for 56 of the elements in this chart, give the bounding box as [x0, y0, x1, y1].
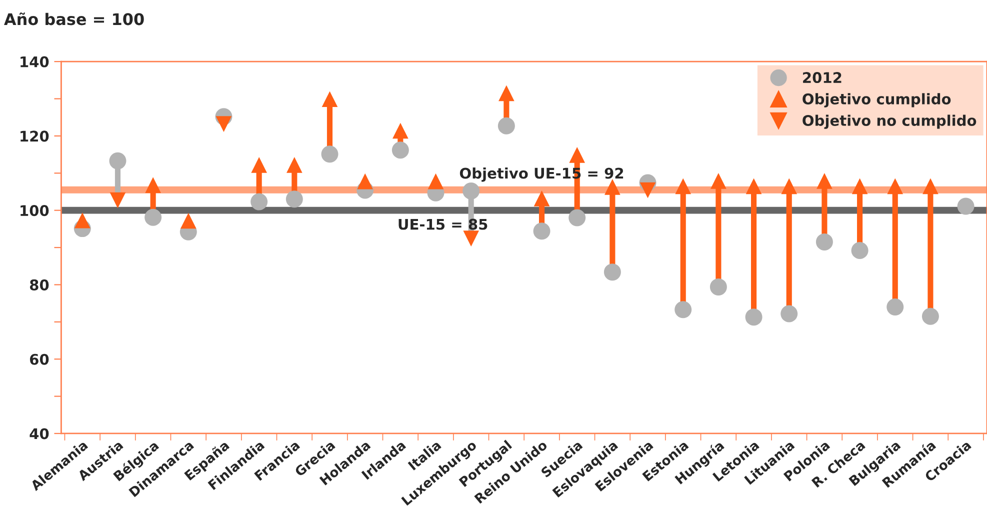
point: [887, 178, 904, 194]
point: [781, 178, 798, 194]
point: [321, 146, 338, 163]
y-tick-label: 120: [20, 130, 49, 142]
point: [144, 208, 162, 226]
annotation: UE-15 = 85: [398, 218, 488, 230]
point: [816, 173, 832, 189]
point: [569, 146, 586, 163]
point: [74, 212, 90, 228]
y-tick-label: 100: [20, 205, 49, 216]
point: [674, 301, 692, 318]
point: [780, 305, 798, 322]
point: [675, 178, 692, 194]
legend-label: Objetivo no cumplido: [802, 114, 976, 129]
point: [357, 173, 374, 190]
point: [251, 157, 267, 173]
y-tick-label: 40: [30, 428, 49, 440]
y-tick-label: 140: [20, 56, 49, 68]
point: [746, 178, 762, 194]
point: [533, 222, 550, 240]
point: [816, 233, 833, 250]
point: [922, 308, 939, 325]
chart-title: Año base = 100: [4, 12, 144, 26]
point: [745, 308, 762, 326]
point: [145, 177, 161, 193]
point: [640, 182, 656, 198]
point: [286, 157, 302, 173]
point: [216, 116, 232, 132]
point: [428, 173, 444, 190]
point: [534, 190, 550, 206]
point: [604, 178, 620, 195]
point: [498, 85, 514, 102]
point: [109, 152, 126, 170]
point: [710, 278, 727, 296]
point: [957, 198, 974, 215]
y-tick-label: 80: [30, 279, 49, 290]
point: [922, 178, 938, 194]
legend-label: Objetivo cumplido: [802, 93, 951, 108]
legend-label: 2012: [803, 72, 842, 84]
point: [462, 182, 480, 200]
point: [498, 117, 515, 134]
point: [392, 122, 408, 139]
point: [604, 264, 621, 281]
point: [180, 212, 196, 229]
point: [250, 193, 268, 210]
point: [851, 242, 868, 259]
point: [392, 142, 409, 159]
point: [852, 178, 868, 194]
y-tick-label: 60: [30, 354, 49, 365]
point: [710, 173, 726, 189]
point: [110, 192, 126, 208]
point: [886, 298, 904, 316]
point: [568, 209, 586, 226]
point: [286, 190, 303, 208]
point: [322, 91, 338, 108]
point: [463, 230, 480, 247]
